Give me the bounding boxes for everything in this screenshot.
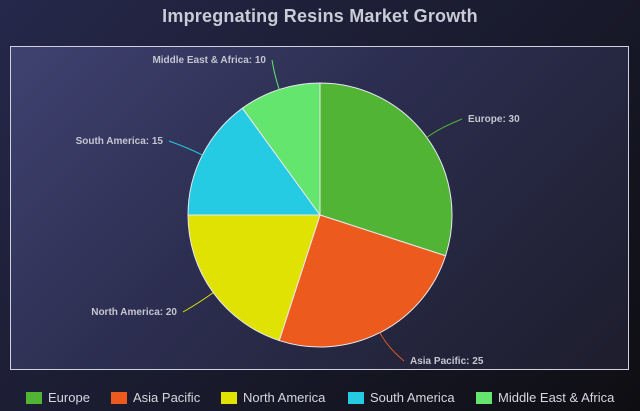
legend-label-north-america: North America: [243, 390, 326, 405]
legend-label-europe: Europe: [48, 390, 90, 405]
slice-labels: Europe: 30 Asia Pacific: 25 North America:…: [76, 55, 521, 367]
legend-swatch-middle-east-africa: [476, 392, 492, 404]
legend-swatch-asia-pacific: [111, 392, 127, 404]
pie-slices: [187, 82, 453, 348]
legend-label-middle-east-africa: Middle East & Africa: [498, 390, 615, 405]
leader-line-asia-pacific: [379, 332, 405, 362]
legend-label-south-america: South America: [370, 390, 455, 405]
leader-line-south-america: [168, 140, 203, 156]
legend-swatch-north-america: [221, 392, 237, 404]
legend: Europe Asia Pacific North America South …: [0, 389, 640, 409]
leader-line-middle-east-africa: [271, 59, 280, 90]
pie-slice-europe[interactable]: [319, 82, 453, 257]
slice-label-asia-pacific: Asia Pacific: 25: [410, 356, 484, 367]
slice-label-south-america: South America: 15: [76, 136, 164, 147]
slice-label-north-america: North America: 20: [91, 307, 177, 318]
leader-lines: [168, 59, 463, 362]
slice-label-middle-east-africa: Middle East & Africa: 10: [152, 55, 266, 66]
leader-line-europe: [426, 118, 463, 138]
chart-title: Impregnating Resins Market Growth: [162, 6, 478, 26]
legend-label-asia-pacific: Asia Pacific: [133, 390, 201, 405]
slice-label-europe: Europe: 30: [468, 114, 520, 125]
pie-slice-north-america[interactable]: [187, 214, 321, 342]
legend-swatch-europe: [26, 392, 42, 404]
pie-slice-middle-east-africa[interactable]: [241, 82, 321, 217]
legend-swatch-south-america: [348, 392, 364, 404]
leader-line-north-america: [182, 292, 214, 313]
pie-slice-south-america[interactable]: [187, 107, 321, 216]
